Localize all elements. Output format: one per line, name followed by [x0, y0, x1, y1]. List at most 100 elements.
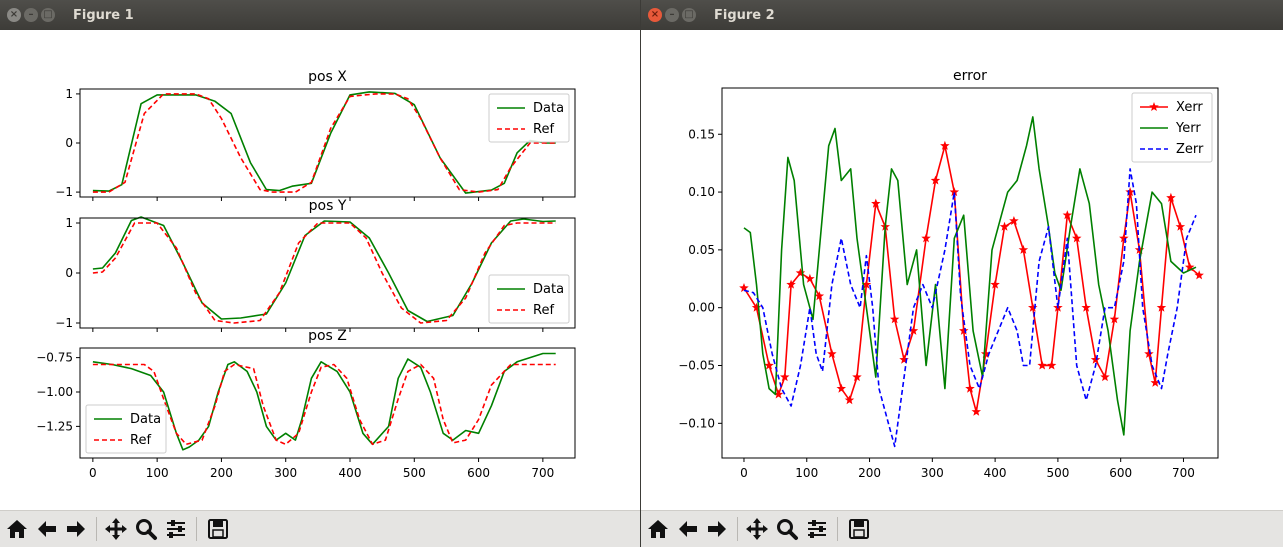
minimize-icon[interactable]: –: [24, 8, 38, 22]
back-icon: [38, 521, 56, 537]
legend-label: Yerr: [1175, 121, 1201, 136]
close-icon[interactable]: ×: [648, 8, 662, 22]
pan-icon: [105, 518, 127, 540]
zoom-icon: [136, 519, 157, 540]
zoom-icon: [777, 519, 798, 540]
data-point: [1037, 360, 1047, 370]
legend-label: Data: [533, 282, 564, 297]
maximize-icon[interactable]: □: [41, 8, 55, 22]
pan-button[interactable]: [744, 516, 770, 542]
data-point: [940, 140, 950, 150]
x-tick-label: 500: [403, 466, 426, 480]
pan-icon: [746, 518, 768, 540]
toolbar-separator: [96, 517, 97, 541]
x-tick-label: 100: [146, 466, 169, 480]
maximize-icon[interactable]: □: [682, 8, 696, 22]
y-tick-label: 0: [65, 266, 73, 280]
data-point: [899, 354, 909, 364]
figure-1-toolbar: [0, 510, 640, 547]
zoom-button[interactable]: [133, 516, 159, 542]
data-point: [805, 273, 815, 283]
y-tick-label: 1: [65, 216, 73, 230]
series-line-ref: [92, 222, 556, 324]
data-point: [861, 279, 872, 289]
y-tick-label: 1: [65, 87, 73, 101]
series-line-ref: [92, 93, 556, 193]
data-point: [1018, 244, 1029, 254]
home-button[interactable]: [645, 516, 671, 542]
forward-button[interactable]: [704, 516, 730, 542]
y-tick-label: 0: [65, 136, 73, 150]
data-point: [844, 395, 855, 405]
forward-icon: [67, 521, 85, 537]
window-title: Figure 1: [73, 8, 134, 23]
y-tick-label: −1.25: [36, 419, 73, 433]
data-point: [814, 291, 825, 301]
y-tick-label: 0.15: [688, 127, 715, 141]
home-button[interactable]: [4, 516, 30, 542]
axes-frame: [721, 87, 1219, 459]
legend: Xerr Yerr Zerr: [1131, 92, 1213, 163]
data-point: [1072, 233, 1082, 243]
data-point: [780, 372, 790, 382]
zoom-button[interactable]: [774, 516, 800, 542]
figure-1-canvas[interactable]: 1 0 −1 pos X Data Ref 1 0 −1 pos Y Data Ref −0.75 −1.…: [0, 30, 640, 510]
back-button[interactable]: [34, 516, 60, 542]
configure-button[interactable]: [804, 516, 830, 542]
x-tick-label: 200: [210, 466, 233, 480]
data-point: [889, 314, 900, 324]
data-point: [1194, 270, 1204, 280]
legend-label: Data: [130, 412, 161, 427]
forward-button[interactable]: [63, 516, 89, 542]
figure-2-window: × – □ Figure 2 0.15 0.10 0.05 0.00 −0.05 −0.1…: [641, 0, 1283, 547]
data-point: [1046, 360, 1057, 370]
figure-2-titlebar[interactable]: × – □ Figure 2: [641, 0, 1283, 30]
data-point: [827, 348, 837, 358]
back-button[interactable]: [675, 516, 701, 542]
data-point: [1081, 302, 1091, 312]
legend-marker: [1149, 102, 1159, 111]
chart-1: 1 0 −1 pos X Data Ref: [55, 69, 576, 201]
data-point: [786, 279, 796, 289]
legend: Data Ref: [488, 93, 570, 143]
data-point: [751, 302, 762, 312]
x-tick-label: 400: [984, 466, 1007, 480]
chart-title: pos Y: [309, 198, 347, 214]
toolbar-separator: [196, 517, 197, 541]
y-tick-label: 0.00: [688, 301, 715, 315]
figure-1-window: × – □ Figure 1 1 0 −1 pos X Data Ref 1 0 −1 pos Y…: [0, 0, 640, 547]
save-button[interactable]: [846, 516, 872, 542]
data-point: [930, 175, 941, 185]
pan-button[interactable]: [103, 516, 129, 542]
data-point: [1062, 210, 1073, 220]
data-point: [908, 325, 919, 335]
configure-button[interactable]: [163, 516, 189, 542]
save-button[interactable]: [205, 516, 231, 542]
data-point: [1009, 216, 1019, 225]
figure-2-toolbar: [641, 510, 1283, 547]
y-tick-label: 0.10: [688, 185, 715, 199]
data-point: [965, 383, 975, 393]
legend-box: [85, 404, 167, 454]
legend-label: Data: [533, 101, 564, 116]
close-icon[interactable]: ×: [7, 8, 21, 22]
legend-label: Zerr: [1176, 142, 1204, 157]
x-tick-label: 700: [531, 466, 554, 480]
chart-title: error: [953, 68, 987, 84]
data-point: [1185, 262, 1195, 272]
data-point: [921, 233, 931, 243]
data-point: [1119, 233, 1129, 243]
y-tick-label: −0.05: [678, 359, 715, 373]
data-point: [1090, 354, 1101, 364]
figure-2-canvas[interactable]: 0.15 0.10 0.05 0.00 −0.05 −0.10 0 100 200 300 400 5…: [641, 30, 1283, 510]
figure-1-titlebar[interactable]: × – □ Figure 1: [0, 0, 640, 30]
data-point: [959, 325, 969, 335]
chart-2: 1 0 −1 pos Y Data Ref: [55, 198, 576, 332]
minimize-icon[interactable]: –: [665, 8, 679, 22]
series-line-zerr: [743, 168, 1197, 448]
y-tick-label: −0.75: [36, 351, 73, 365]
x-tick-label: 300: [921, 466, 944, 480]
x-tick-label: 400: [339, 466, 362, 480]
chart-title: pos X: [308, 69, 347, 85]
data-point: [852, 372, 862, 382]
